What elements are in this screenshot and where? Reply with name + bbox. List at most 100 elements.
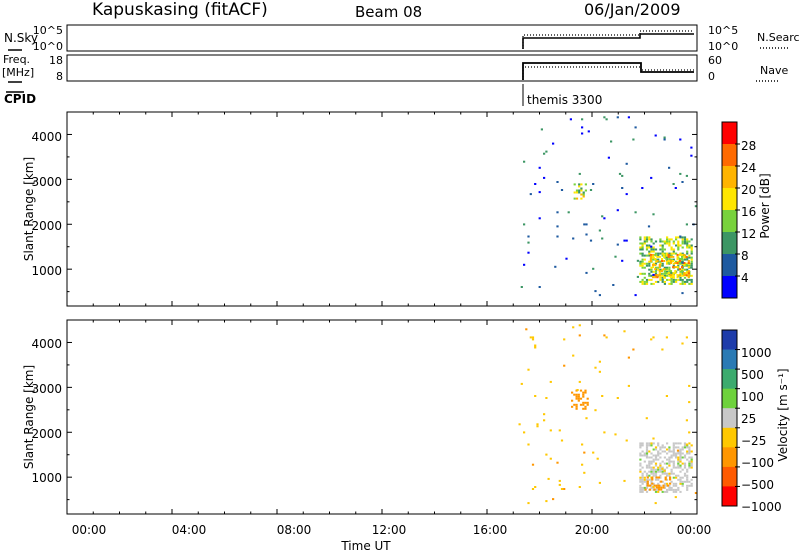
- velocity-cell: [645, 466, 649, 469]
- velocity-cell: [683, 454, 687, 457]
- power-cell: [649, 260, 652, 262]
- velocity-cell: [685, 419, 688, 422]
- velocity-cell: [578, 334, 581, 337]
- velocity-cell: [641, 478, 644, 481]
- power-cell: [581, 132, 584, 135]
- power-cell: [663, 282, 666, 285]
- velocity-cell: [571, 391, 574, 394]
- power-cell: [685, 174, 688, 177]
- velocity-cell: [659, 476, 662, 479]
- power-cell: [603, 217, 606, 220]
- velocity-cell: [681, 448, 684, 451]
- power-cell: [556, 235, 559, 238]
- velocity-cell: [648, 456, 651, 459]
- velocity-cell: [529, 336, 532, 339]
- power-cell: [641, 260, 644, 263]
- power-cell: [669, 276, 672, 279]
- power-cell: [592, 267, 595, 270]
- power-cell: [661, 272, 664, 275]
- velocity-cell: [558, 479, 561, 482]
- velocity-cell: [520, 382, 523, 385]
- power-cell: [668, 252, 671, 255]
- power-cell: [683, 272, 686, 275]
- power-cell: [677, 244, 680, 247]
- power-cell: [529, 193, 532, 196]
- power-cell: [687, 270, 690, 273]
- power-cell: [578, 185, 581, 188]
- velocity-cell: [639, 490, 642, 493]
- power-cell: [659, 262, 662, 265]
- velocity-cell: [672, 484, 675, 487]
- power-cell: [681, 268, 684, 271]
- velocity-cell: [686, 446, 689, 449]
- beam-title: Beam 08: [355, 3, 422, 21]
- power-cell: [632, 138, 635, 141]
- power-cell: [686, 238, 689, 241]
- velocity-cell: [675, 442, 678, 445]
- velocity-cell: [690, 456, 693, 459]
- power-cell: [668, 268, 671, 271]
- power-cell: [652, 262, 655, 265]
- velocity-cell: [663, 484, 666, 487]
- velocity-cell: [666, 490, 669, 493]
- x-tick-label: 08:00: [277, 523, 312, 537]
- power-cell: [661, 240, 664, 243]
- power-cell: [578, 189, 581, 192]
- velocity-cell: [543, 413, 546, 416]
- velocity-cell: [666, 474, 669, 477]
- velocity-cell: [654, 490, 658, 493]
- power-cell: [643, 240, 646, 243]
- nsky-tick-bottom: 10^0: [33, 40, 63, 53]
- velocity-cell: [598, 481, 601, 484]
- velocity-cell: [531, 488, 535, 490]
- nsky-tick-top: 10^5: [33, 24, 63, 37]
- velocity-cell: [560, 439, 564, 442]
- power-cell: [661, 264, 664, 267]
- velocity-cell: [534, 395, 537, 397]
- power-cell: [656, 260, 659, 262]
- velocity-cell: [639, 484, 642, 487]
- power-cell: [652, 250, 655, 253]
- power-cell: [686, 278, 689, 281]
- velocity-cell: [645, 472, 649, 475]
- velocity-cell: [645, 478, 649, 481]
- velocity-cell: [677, 442, 680, 445]
- velocity-cell: [661, 467, 664, 470]
- velocity-cell: [643, 480, 646, 483]
- power-cell: [659, 276, 662, 279]
- velocity-cell: [518, 423, 521, 426]
- velocity-cell: [666, 482, 669, 485]
- velocity-cbar-segment: [722, 427, 737, 448]
- power-cell: [668, 266, 671, 269]
- velocity-cell: [652, 474, 655, 477]
- power-ylabel: Slant Range [km]: [22, 157, 36, 261]
- power-cell: [657, 258, 660, 261]
- velocity-colorbar: [721, 329, 740, 507]
- velocity-cell: [657, 490, 660, 493]
- power-cell: [667, 253, 670, 256]
- power-cell: [573, 183, 576, 186]
- velocity-cell: [645, 446, 649, 449]
- velocity-cell: [657, 470, 660, 473]
- velocity-cell: [582, 401, 585, 404]
- velocity-cell: [677, 446, 680, 449]
- power-cell: [672, 250, 675, 253]
- velocity-cell: [655, 484, 658, 487]
- velocity-cell: [655, 486, 658, 489]
- power-cell: [645, 238, 649, 241]
- power-cell: [607, 156, 610, 159]
- power-cell: [650, 176, 653, 179]
- velocity-cell: [584, 389, 587, 392]
- velocity-cell: [672, 446, 675, 449]
- power-cell: [643, 280, 646, 283]
- power-cell: [690, 154, 693, 157]
- power-cell: [594, 290, 597, 293]
- power-cell: [661, 276, 664, 279]
- velocity-cell: [661, 472, 664, 475]
- velocity-cell: [688, 464, 691, 467]
- power-cell: [668, 278, 671, 281]
- velocity-cell: [659, 464, 662, 467]
- velocity-cell: [527, 368, 530, 371]
- power-cell: [641, 262, 644, 265]
- velocity-cell: [657, 482, 660, 485]
